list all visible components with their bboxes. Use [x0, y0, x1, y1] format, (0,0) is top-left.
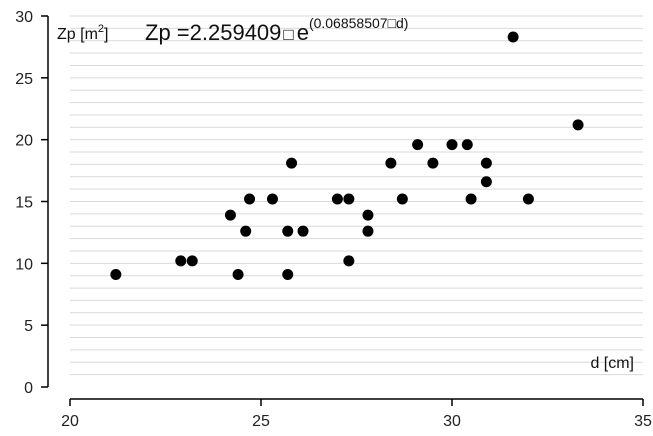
data-point — [297, 225, 309, 237]
ticks: 0 5 10 15 20 25 30 20 25 30 35 — [15, 9, 652, 430]
x-tick-label: 25 — [252, 413, 270, 430]
x-tick-label: 35 — [634, 413, 652, 430]
y-tick-label: 20 — [15, 133, 33, 150]
formula-lhs: Zp = — [145, 20, 190, 45]
data-points — [110, 31, 584, 280]
data-point — [266, 193, 278, 205]
y-axis-label-base: Zp [m — [57, 26, 98, 43]
data-point — [446, 139, 458, 151]
formula-coefficient: 2.259409 — [190, 20, 282, 45]
y-axis-label-sup: 2 — [98, 23, 104, 35]
data-point — [343, 193, 355, 205]
data-point — [343, 255, 355, 267]
y-tick-label: 15 — [15, 195, 33, 212]
data-point — [175, 255, 187, 267]
data-point — [572, 119, 584, 131]
data-point — [480, 157, 492, 169]
formula-separator: □ — [283, 25, 293, 44]
data-point — [286, 157, 298, 169]
y-tick-label: 0 — [24, 380, 33, 397]
x-tick-label: 30 — [443, 413, 461, 430]
formula-exponent: (0.06858507□d) — [309, 15, 409, 31]
data-point — [480, 176, 492, 188]
data-point — [240, 225, 252, 237]
x-axis-label: d [cm] — [590, 355, 634, 372]
data-point — [224, 209, 236, 221]
data-point — [507, 31, 519, 43]
data-point — [427, 157, 439, 169]
formula-e: e — [297, 20, 309, 45]
data-point — [362, 225, 374, 237]
data-point — [396, 193, 408, 205]
data-point — [412, 139, 424, 151]
data-point — [110, 268, 122, 280]
data-point — [282, 225, 294, 237]
data-point — [331, 193, 343, 205]
regression-formula: Zp =2.259409 □ e(0.06858507□d) — [145, 15, 408, 45]
y-tick-label: 30 — [15, 9, 33, 26]
y-tick-label: 10 — [15, 256, 33, 273]
y-axis-label: Zp [m2] — [57, 23, 108, 43]
data-point — [522, 193, 534, 205]
data-point — [232, 268, 244, 280]
grid — [70, 15, 643, 376]
x-tick-label: 20 — [61, 413, 79, 430]
data-point — [385, 157, 397, 169]
data-point — [465, 193, 477, 205]
data-point — [244, 193, 256, 205]
data-point — [186, 255, 198, 267]
data-point — [282, 268, 294, 280]
y-axis-label-close: ] — [104, 26, 108, 43]
data-point — [362, 209, 374, 221]
y-tick-label: 5 — [24, 318, 33, 335]
data-point — [461, 139, 473, 151]
y-tick-label: 25 — [15, 71, 33, 88]
